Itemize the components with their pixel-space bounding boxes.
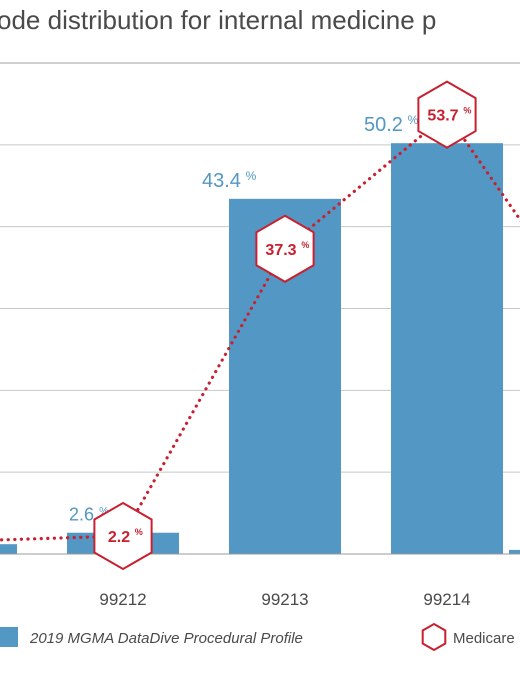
medicare-value-label: 37.3	[265, 242, 296, 259]
bar	[0, 544, 17, 554]
percent-sign: %	[463, 106, 471, 116]
legend-bar-swatch	[0, 627, 18, 647]
x-tick-label: 99214	[423, 590, 470, 609]
medicare-line	[0, 112, 520, 542]
percent-sign: %	[301, 240, 309, 250]
chart-title: ode distribution for internal medicine p	[0, 5, 437, 35]
legend-bar-label: 2019 MGMA DataDive Procedural Profile	[29, 630, 303, 647]
percent-sign: %	[408, 113, 419, 127]
bar	[391, 143, 503, 555]
medicare-hexagon-marker	[93, 501, 153, 571]
percent-sign: %	[99, 505, 109, 517]
legend-line-label: Medicare	[453, 630, 515, 647]
percent-sign: %	[246, 169, 257, 183]
medicare-hexagon-marker	[255, 214, 315, 283]
bar	[509, 549, 520, 554]
legend-hexagon-swatch	[421, 622, 447, 652]
x-tick-label: 99213	[261, 590, 308, 609]
x-tick-label: 99212	[99, 590, 146, 609]
medicare-value-label: 2.2	[108, 529, 130, 546]
medicare-hexagon-marker	[417, 80, 477, 149]
medicare-value-label: 53.7	[427, 108, 458, 125]
bar-value-label: 50.2	[364, 114, 403, 136]
bar-value-label: 2.6	[69, 505, 94, 525]
bar-value-label: 43.4	[202, 170, 241, 192]
percent-sign: %	[135, 527, 143, 537]
